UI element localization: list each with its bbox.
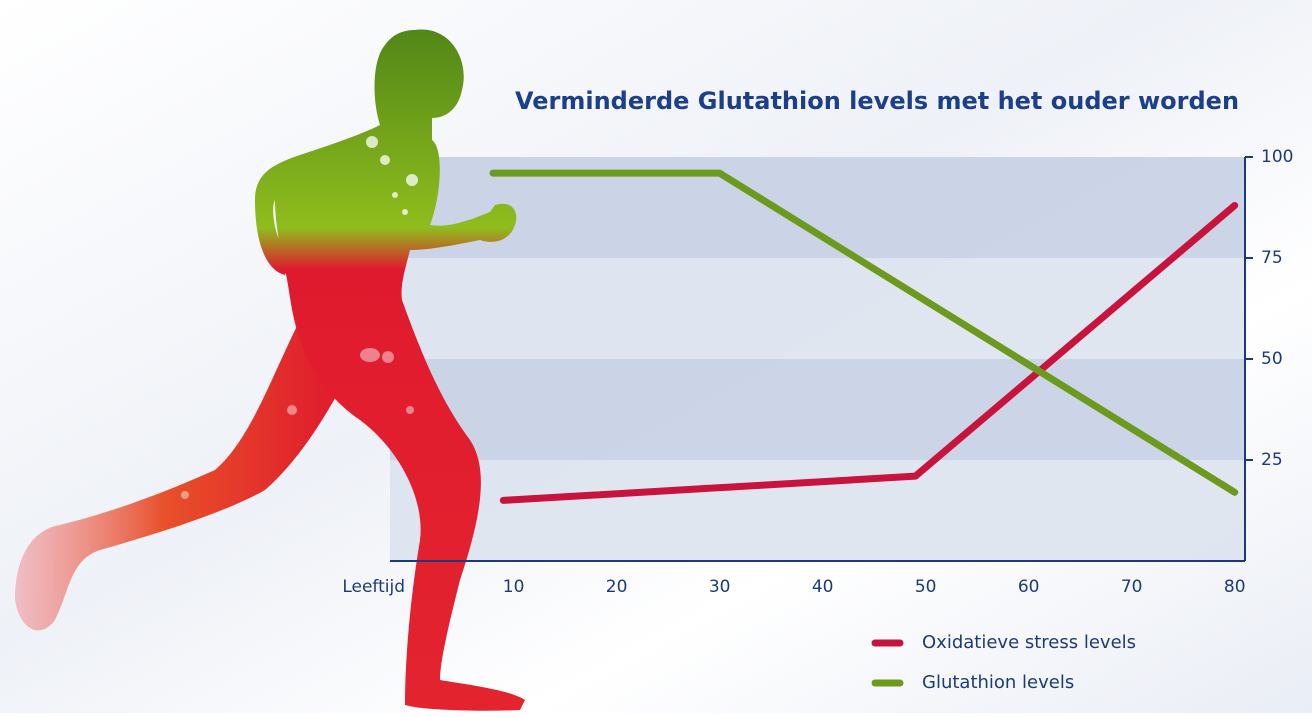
legend-label: Glutathion levels [922, 672, 1074, 693]
x-tick-label: 80 [1224, 577, 1246, 597]
x-tick-label: 40 [812, 577, 834, 597]
y-tick-label: 50 [1261, 349, 1283, 369]
band [390, 359, 1245, 460]
page: {"chart_data": {"type": "line", "title":… [0, 0, 1312, 713]
x-tick-label: 60 [1018, 577, 1040, 597]
x-tick-label: 10 [503, 577, 525, 597]
y-tick-label: 25 [1261, 450, 1283, 470]
chart: Verminderde Glutathion levels met het ou… [0, 0, 1312, 713]
y-tick-label: 100 [1261, 147, 1293, 167]
y-tick-label: 75 [1261, 248, 1283, 268]
x-tick-label: 50 [915, 577, 937, 597]
x-tick-label: 70 [1121, 577, 1143, 597]
band [390, 460, 1245, 561]
x-tick-label: 30 [709, 577, 731, 597]
x-axis-label: Leeftijd [342, 577, 405, 597]
x-tick-label: 20 [606, 577, 628, 597]
legend-label: Oxidatieve stress levels [922, 632, 1136, 653]
chart-title: Verminderde Glutathion levels met het ou… [515, 87, 1239, 115]
